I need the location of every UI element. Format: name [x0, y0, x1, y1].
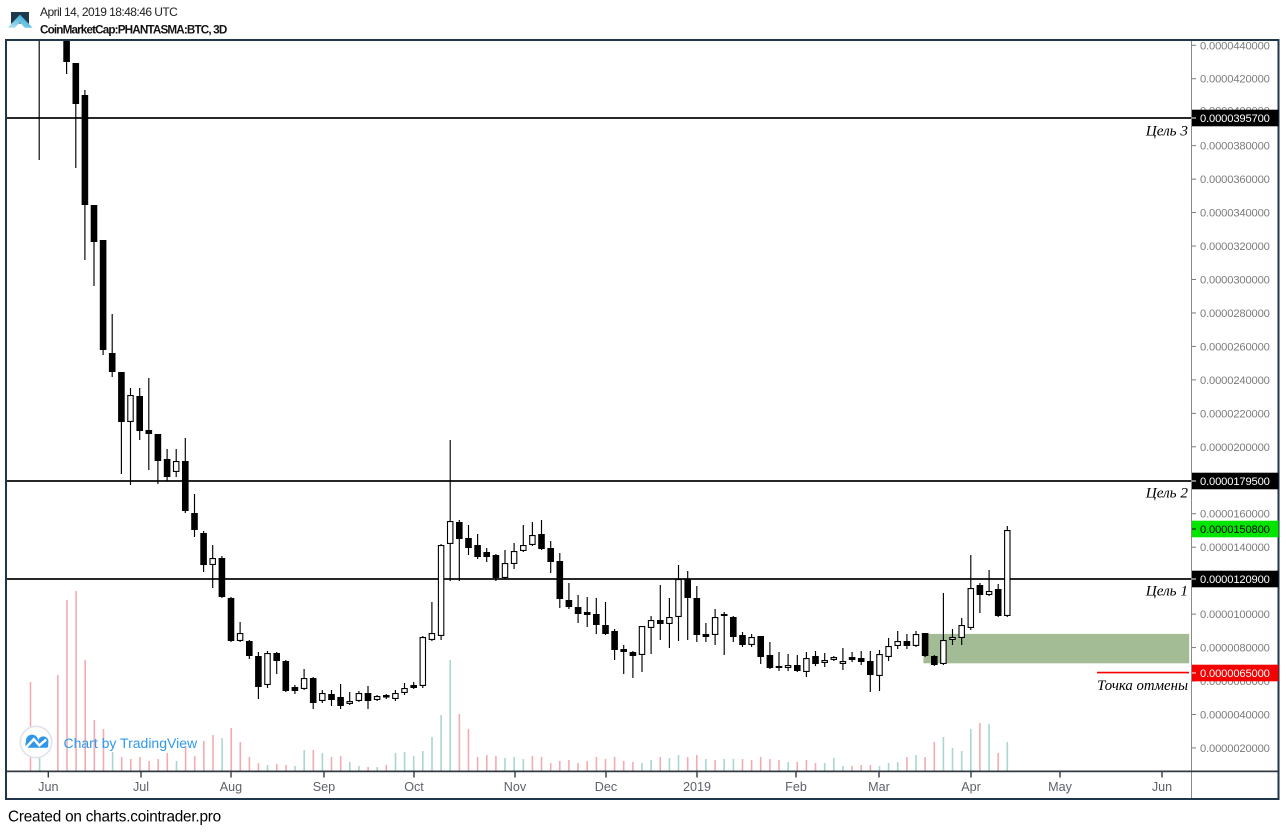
- svg-text:Nov: Nov: [504, 780, 527, 794]
- svg-text:Цель 3: Цель 3: [1145, 122, 1189, 139]
- svg-text:2019: 2019: [683, 780, 711, 794]
- svg-text:0.0000340000: 0.0000340000: [1200, 208, 1270, 220]
- svg-text:0.0000280000: 0.0000280000: [1200, 308, 1270, 320]
- svg-text:Created on charts.cointrader.p: Created on charts.cointrader.pro: [8, 809, 221, 826]
- svg-text:0.0000300000: 0.0000300000: [1200, 275, 1270, 287]
- svg-text:Цель 2: Цель 2: [1145, 484, 1189, 501]
- svg-text:0.0000040000: 0.0000040000: [1200, 709, 1270, 721]
- svg-text:0.0000120900: 0.0000120900: [1200, 574, 1270, 586]
- svg-text:0.0000320000: 0.0000320000: [1200, 241, 1270, 253]
- svg-text:0.0000020000: 0.0000020000: [1200, 743, 1270, 755]
- svg-text:0.0000080000: 0.0000080000: [1200, 643, 1270, 655]
- svg-text:0.0000240000: 0.0000240000: [1200, 375, 1270, 387]
- svg-text:0.0000100000: 0.0000100000: [1200, 609, 1270, 621]
- svg-text:April 14, 2019 18:48:46 UTC: April 14, 2019 18:48:46 UTC: [40, 5, 178, 19]
- svg-text:0.0000360000: 0.0000360000: [1200, 174, 1270, 186]
- svg-text:Jun: Jun: [38, 780, 58, 794]
- svg-text:Feb: Feb: [785, 780, 807, 794]
- svg-text:0.0000140000: 0.0000140000: [1200, 542, 1270, 554]
- svg-text:Jun: Jun: [1152, 780, 1172, 794]
- svg-text:0.0000200000: 0.0000200000: [1200, 442, 1270, 454]
- svg-text:Jul: Jul: [133, 780, 149, 794]
- svg-text:0.0000260000: 0.0000260000: [1200, 341, 1270, 353]
- svg-text:0.0000160000: 0.0000160000: [1200, 509, 1270, 521]
- svg-text:0.0000440000: 0.0000440000: [1200, 40, 1270, 52]
- svg-text:0.0000380000: 0.0000380000: [1200, 141, 1270, 153]
- svg-text:Oct: Oct: [404, 780, 424, 794]
- svg-text:Chart by TradingView: Chart by TradingView: [64, 735, 198, 751]
- svg-text:Sep: Sep: [313, 780, 335, 794]
- svg-text:May: May: [1048, 780, 1072, 794]
- svg-text:0.0000150800: 0.0000150800: [1200, 524, 1270, 536]
- svg-text:Apr: Apr: [961, 780, 981, 794]
- svg-text:0.0000420000: 0.0000420000: [1200, 74, 1270, 86]
- svg-text:0.0000395700: 0.0000395700: [1200, 113, 1270, 125]
- svg-text:0.0000220000: 0.0000220000: [1200, 408, 1270, 420]
- svg-text:0.0000179500: 0.0000179500: [1200, 476, 1270, 488]
- svg-text:Цель 1: Цель 1: [1145, 582, 1188, 599]
- svg-text:CoinMarketCap:PHANTASMA:BTC, 3: CoinMarketCap:PHANTASMA:BTC, 3D: [40, 24, 227, 37]
- svg-text:Aug: Aug: [220, 780, 242, 794]
- svg-text:Mar: Mar: [868, 780, 890, 794]
- svg-text:Точка отмены: Точка отмены: [1097, 678, 1188, 694]
- svg-text:0.0000065000: 0.0000065000: [1200, 668, 1270, 680]
- svg-text:Dec: Dec: [595, 780, 617, 794]
